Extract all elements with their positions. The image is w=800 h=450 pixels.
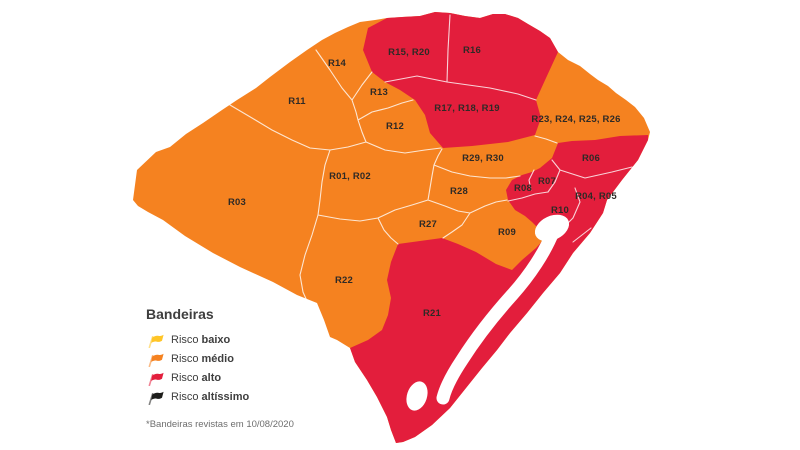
risk-level-word: baixo <box>201 333 231 346</box>
legend-footnote: *Bandeiras revistas em 10/08/2020 <box>146 419 294 430</box>
region-border-lines <box>229 14 633 302</box>
region-label-r07: R07 <box>538 176 556 187</box>
region-labels: R15, R20 R16 R14 R13 R11 R17, R18, R19 R… <box>228 45 620 319</box>
region-label-r28: R28 <box>450 186 468 197</box>
risk-level-word: altíssimo <box>201 390 250 403</box>
region-label-r16: R16 <box>463 45 481 56</box>
legend-item-risco-alto: Risco alto <box>146 368 294 387</box>
flag-icon-yellow <box>148 334 164 348</box>
legend-item-label: Risco médio <box>171 353 234 365</box>
region-label-r01-r02: R01, R02 <box>329 171 371 182</box>
region-label-r04-r05: R04, R05 <box>575 191 617 202</box>
region-label-r27: R27 <box>419 219 437 230</box>
region-label-r15-r20: R15, R20 <box>388 47 430 58</box>
lagoa-dos-patos <box>436 214 570 405</box>
flag-icon-black <box>148 391 164 405</box>
region-label-r17-r18-r19: R17, R18, R19 <box>434 103 499 114</box>
risk-word: Risco <box>171 333 199 346</box>
legend-item-risco-baixo: Risco baixo <box>146 330 294 349</box>
region-label-r23-r24-r25-r26: R23, R24, R25, R26 <box>531 114 620 125</box>
region-label-r22: R22 <box>335 275 353 286</box>
region-shape-red-east-south <box>350 135 648 443</box>
region-label-r12: R12 <box>386 121 404 132</box>
region-label-r13: R13 <box>370 87 388 98</box>
legend: Bandeiras Risco baixo Risco médio Risco alt… <box>146 306 294 430</box>
risk-word: Risco <box>171 390 199 403</box>
legend-item-risco-altissimo: Risco altíssimo <box>146 387 294 406</box>
risk-level-word: médio <box>201 352 234 365</box>
legend-item-label: Risco baixo <box>171 334 230 346</box>
region-label-r21: R21 <box>423 308 442 319</box>
region-label-r10: R10 <box>551 205 569 216</box>
flag-icon-red <box>148 372 164 386</box>
risk-level-word: alto <box>201 371 222 384</box>
risk-word: Risco <box>171 352 199 365</box>
region-label-r29-r30: R29, R30 <box>462 153 504 164</box>
risk-word: Risco <box>171 371 199 384</box>
legend-title: Bandeiras <box>146 306 214 322</box>
flag-icon-orange <box>148 353 164 367</box>
region-label-r11: R11 <box>288 96 306 107</box>
legend-item-label: Risco alto <box>171 372 221 384</box>
lagoa-mirim <box>406 381 428 411</box>
region-label-r09: R09 <box>498 227 516 238</box>
region-label-r06: R06 <box>582 153 600 164</box>
legend-item-label: Risco altíssimo <box>171 391 249 403</box>
region-shape-red-north <box>363 12 558 148</box>
legend-item-risco-medio: Risco médio <box>146 349 294 368</box>
region-label-r14: R14 <box>328 58 347 69</box>
region-label-r03: R03 <box>228 197 246 208</box>
region-label-r08: R08 <box>514 183 532 194</box>
